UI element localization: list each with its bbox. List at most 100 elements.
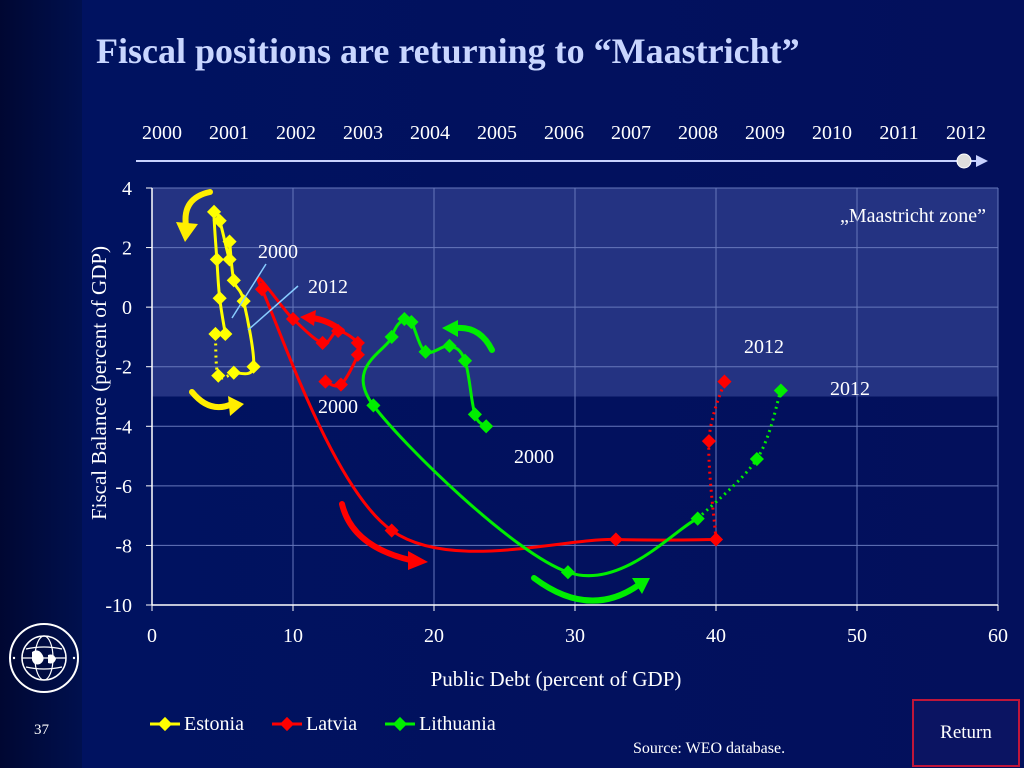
y-tick-label: -8	[115, 535, 132, 557]
latvia-arrow-bottom-head	[408, 551, 428, 570]
timeline-arrowhead	[976, 155, 988, 167]
lithuania-point-17.9--0.4	[397, 311, 412, 327]
timeline-year-2011: 2011	[879, 122, 918, 144]
latvia-point-14.6--1.6	[350, 347, 365, 362]
estonia-point-4.8-0.3	[212, 291, 227, 306]
lithuania-point-23.7--4	[479, 419, 494, 434]
latvia-point-12.1--1.2	[315, 335, 330, 350]
sidebar-band	[0, 0, 82, 768]
latvia-point-32.9--7.8	[608, 532, 623, 547]
lithuania-point-42.9--5.1	[749, 451, 764, 467]
legend-marker-lithuania	[385, 716, 416, 732]
lithuania-label-2000: 2000	[514, 446, 554, 468]
legend: Estonia Latvia Lithuania	[150, 710, 496, 738]
y-tick-label: -6	[115, 476, 132, 498]
lithuania-arrow-top	[453, 324, 495, 353]
x-tick-label: 10	[283, 625, 303, 647]
x-tick-label: 50	[847, 625, 867, 647]
x-tick-label: 0	[147, 625, 157, 647]
legend-marker-latvia	[272, 716, 302, 732]
legend-item-estonia: Estonia	[150, 713, 244, 736]
lithuania-point-44.6--2.8	[773, 383, 788, 398]
timeline: 2000 2001 2002 2003 2004 2005 2006 2007 2008 2009…	[136, 122, 988, 169]
legend-label-estonia: Estonia	[184, 712, 244, 735]
estonia-leader-2012	[247, 285, 299, 331]
estonia-line-dotted	[213, 333, 235, 380]
latvia-point-14.6--1.2	[350, 335, 365, 350]
estonia-arrow-top-head	[176, 222, 198, 242]
latvia-point-40.6--2.5	[717, 374, 732, 389]
lithuania-point-22.9--3.6	[467, 407, 482, 422]
latvia-arrow-bottom	[339, 501, 413, 563]
legend-item-latvia: Latvia	[272, 713, 357, 736]
latvia-arrow-top-head	[300, 310, 316, 326]
estonia-arrow-top	[182, 189, 213, 229]
timeline-year-2000: 2000	[142, 122, 182, 144]
lithuania-point-19.4--1.5	[418, 344, 433, 359]
latvia-point-13.4--2.6	[333, 377, 349, 392]
estonia-point-4.6-1.6	[209, 252, 224, 267]
lithuania-arrow-bottom-head	[632, 578, 650, 594]
latvia-point-17--7.5	[384, 523, 399, 538]
latvia-label-2000: 2000	[318, 396, 358, 418]
slide-number: 37	[34, 722, 49, 738]
return-button[interactable]: Return	[912, 699, 1020, 767]
latvia-point-39.5--4.5	[701, 434, 717, 449]
estonia-point-5.8-0.9	[226, 273, 241, 288]
latvia-point-40--7.8	[708, 532, 724, 547]
timeline-year-2006: 2006	[544, 122, 584, 144]
estonia-point-4.5--0.9	[208, 326, 223, 342]
y-axis-title: Fiscal Balance (percent of GDP)	[87, 246, 111, 520]
slide-title: Fiscal positions are returning to “Maast…	[96, 31, 800, 71]
estonia-point-4.7--2.3	[211, 368, 226, 383]
maastricht-zone-label: „Maastricht zone”	[840, 205, 986, 227]
estonia-point-5.5-2.2	[222, 234, 237, 249]
latvia-point-13.2--0.8	[331, 323, 346, 339]
lithuania-arrow-top-head	[442, 320, 458, 337]
latvia-line-dotted	[707, 381, 726, 540]
source-note: Source: WEO database.	[633, 740, 786, 757]
timeline-year-2009: 2009	[745, 122, 785, 144]
y-tick-label: 0	[122, 297, 132, 319]
latvia-point-7.8-0.6	[254, 282, 270, 297]
timeline-year-2010: 2010	[812, 122, 852, 144]
estonia-arrow-bottom	[189, 389, 235, 410]
timeline-year-2007: 2007	[611, 122, 651, 144]
y-tick-label: -10	[105, 595, 132, 617]
estonia-leader-2000	[231, 263, 267, 319]
timeline-slider-handle	[956, 153, 972, 169]
estonia-point-4.4-3.2	[206, 204, 222, 219]
lithuania-point-17--1	[384, 329, 399, 344]
timeline-year-2003: 2003	[343, 122, 383, 144]
lithuania-point-38.7--7.1	[690, 511, 705, 526]
legend-label-latvia: Latvia	[306, 712, 358, 735]
estonia-point-4.8-2.9	[212, 213, 227, 228]
x-tick-label: 60	[988, 625, 1008, 647]
estonia-point-5.5-1.6	[222, 252, 237, 267]
x-tick-label: 20	[424, 625, 444, 647]
latvia-point-10--0.4	[285, 311, 301, 327]
timeline-year-2004: 2004	[410, 122, 450, 144]
latvia-point-12.3--2.5	[318, 374, 333, 389]
legend-item-lithuania: Lithuania	[385, 713, 496, 736]
y-tick-label: 2	[122, 238, 132, 260]
latvia-label-2012: 2012	[744, 336, 784, 358]
imf-logo-icon	[9, 623, 79, 693]
y-tick-label: 4	[122, 178, 132, 200]
estonia-label-2012: 2012	[308, 276, 348, 298]
y-tick-label: -4	[115, 416, 132, 438]
x-tick-label: 30	[565, 625, 585, 647]
estonia-arrow-bottom-head	[228, 396, 244, 416]
legend-label-lithuania: Lithuania	[419, 712, 496, 735]
x-tick-label: 40	[706, 625, 726, 647]
trend-arrows	[176, 189, 650, 604]
timeline-year-2001: 2001	[209, 122, 249, 144]
estonia-point-5.2--0.9	[218, 326, 233, 342]
timeline-year-2005: 2005	[477, 122, 517, 144]
timeline-year-2012: 2012	[946, 122, 986, 144]
timeline-year-2002: 2002	[276, 122, 316, 144]
annotations: 2000 2012 2000 2012 2000 2012	[231, 241, 870, 468]
x-axis-title: Public Debt (percent of GDP)	[431, 667, 682, 691]
legend-marker-estonia	[150, 716, 180, 732]
